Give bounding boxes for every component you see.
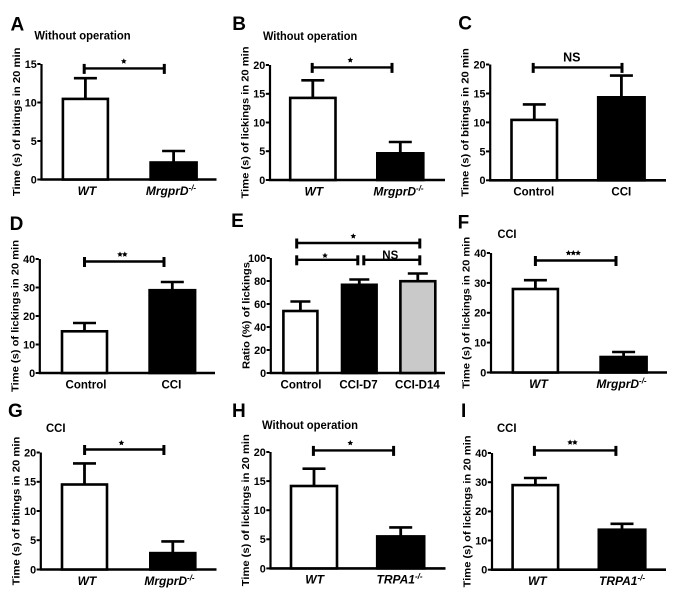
- svg-text:MrgprD-/-: MrgprD-/-: [144, 573, 195, 588]
- svg-text:TRPA1-/-: TRPA1-/-: [599, 574, 645, 589]
- svg-text:Time (s) of lickings in 20 min: Time (s) of lickings in 20 min: [462, 435, 474, 587]
- svg-text:Time (s) of lickings in 20 min: Time (s) of lickings in 20 min: [461, 237, 473, 389]
- svg-text:10: 10: [254, 505, 266, 517]
- svg-text:TRPA1-/-: TRPA1-/-: [376, 572, 422, 587]
- svg-text:CCI: CCI: [46, 423, 66, 435]
- svg-text:CCI: CCI: [498, 229, 517, 241]
- svg-text:10: 10: [253, 117, 265, 129]
- svg-text:10: 10: [475, 535, 487, 547]
- svg-text:G: G: [8, 401, 23, 422]
- svg-text:20: 20: [254, 345, 266, 357]
- svg-text:15: 15: [254, 476, 266, 488]
- svg-text:5: 5: [31, 136, 37, 148]
- svg-text:I: I: [461, 401, 466, 422]
- svg-text:30: 30: [475, 477, 487, 489]
- svg-text:20: 20: [474, 308, 486, 320]
- svg-text:Without operation: Without operation: [34, 30, 130, 42]
- svg-text:CCI-D7: CCI-D7: [339, 379, 377, 391]
- svg-text:10: 10: [474, 338, 486, 350]
- svg-text:CCI: CCI: [497, 423, 517, 435]
- svg-text:5: 5: [479, 146, 485, 158]
- svg-text:10: 10: [473, 117, 485, 129]
- svg-text:Control: Control: [281, 379, 322, 391]
- svg-text:5: 5: [260, 534, 266, 546]
- svg-text:40: 40: [23, 254, 35, 266]
- svg-text:40: 40: [254, 322, 266, 334]
- svg-text:B: B: [232, 14, 246, 35]
- svg-text:10: 10: [24, 506, 36, 518]
- svg-text:Time (s) of lickings in 20 min: Time (s) of lickings in 20 min: [240, 47, 252, 199]
- svg-text:Time (s) of bitings in 20 min: Time (s) of bitings in 20 min: [11, 47, 23, 196]
- svg-text:40: 40: [474, 248, 486, 260]
- svg-text:10: 10: [25, 97, 37, 109]
- svg-text:20: 20: [475, 506, 487, 518]
- svg-text:0: 0: [260, 563, 266, 575]
- svg-text:0: 0: [259, 175, 265, 187]
- svg-text:5: 5: [30, 535, 36, 547]
- svg-text:H: H: [232, 401, 246, 422]
- svg-text:MrgprD-/-: MrgprD-/-: [373, 184, 424, 199]
- svg-text:WT: WT: [305, 573, 325, 587]
- svg-text:Control: Control: [513, 187, 554, 199]
- svg-text:5: 5: [259, 146, 265, 158]
- svg-text:CCI-D14: CCI-D14: [395, 379, 440, 391]
- svg-text:WT: WT: [78, 574, 98, 588]
- svg-text:Without operation: Without operation: [262, 420, 358, 432]
- svg-text:MrgprD-/-: MrgprD-/-: [146, 183, 197, 198]
- svg-text:Time (s) of lickings in 20 min: Time (s) of lickings in 20 min: [240, 434, 252, 586]
- svg-text:15: 15: [24, 477, 36, 489]
- svg-text:20: 20: [23, 311, 35, 323]
- svg-text:NS: NS: [382, 250, 398, 262]
- svg-text:Control: Control: [66, 379, 107, 391]
- svg-text:20: 20: [253, 60, 265, 72]
- svg-text:30: 30: [23, 282, 35, 294]
- svg-text:D: D: [10, 214, 24, 235]
- svg-text:WT: WT: [304, 184, 324, 198]
- svg-text:A: A: [11, 15, 25, 36]
- svg-text:80: 80: [254, 276, 266, 288]
- svg-text:Ratio (%) of lickings: Ratio (%) of lickings: [240, 262, 252, 369]
- svg-text:NS: NS: [563, 51, 580, 65]
- svg-text:15: 15: [253, 89, 265, 101]
- svg-text:Without operation: Without operation: [263, 31, 357, 43]
- svg-text:15: 15: [25, 59, 37, 71]
- svg-text:WT: WT: [78, 184, 98, 198]
- svg-text:60: 60: [254, 299, 266, 311]
- svg-text:E: E: [231, 211, 244, 232]
- svg-text:0: 0: [480, 367, 486, 379]
- svg-text:CCI: CCI: [611, 187, 631, 199]
- svg-text:0: 0: [29, 368, 35, 380]
- svg-text:WT: WT: [528, 574, 548, 588]
- svg-text:100: 100: [248, 253, 266, 265]
- svg-text:20: 20: [24, 447, 36, 459]
- svg-text:WT: WT: [529, 377, 549, 391]
- svg-text:20: 20: [473, 59, 485, 71]
- svg-text:40: 40: [475, 448, 487, 460]
- svg-text:Time (s) of bitings in 20 min: Time (s) of bitings in 20 min: [460, 48, 472, 197]
- svg-text:F: F: [458, 212, 470, 233]
- svg-text:0: 0: [479, 175, 485, 187]
- svg-text:Time (s) of bitings in 20 min: Time (s) of bitings in 20 min: [10, 437, 22, 586]
- svg-text:0: 0: [31, 174, 37, 186]
- svg-text:CCI: CCI: [161, 379, 181, 391]
- svg-text:0: 0: [30, 564, 36, 576]
- svg-text:0: 0: [260, 368, 266, 380]
- svg-text:Time (s) of lickings in 20 min: Time (s) of lickings in 20 min: [9, 240, 21, 392]
- svg-text:0: 0: [481, 565, 487, 577]
- svg-text:10: 10: [23, 339, 35, 351]
- svg-text:30: 30: [474, 278, 486, 290]
- svg-text:20: 20: [254, 447, 266, 459]
- svg-text:MrgprD-/-: MrgprD-/-: [596, 376, 647, 391]
- svg-text:15: 15: [473, 88, 485, 100]
- svg-text:C: C: [458, 13, 472, 34]
